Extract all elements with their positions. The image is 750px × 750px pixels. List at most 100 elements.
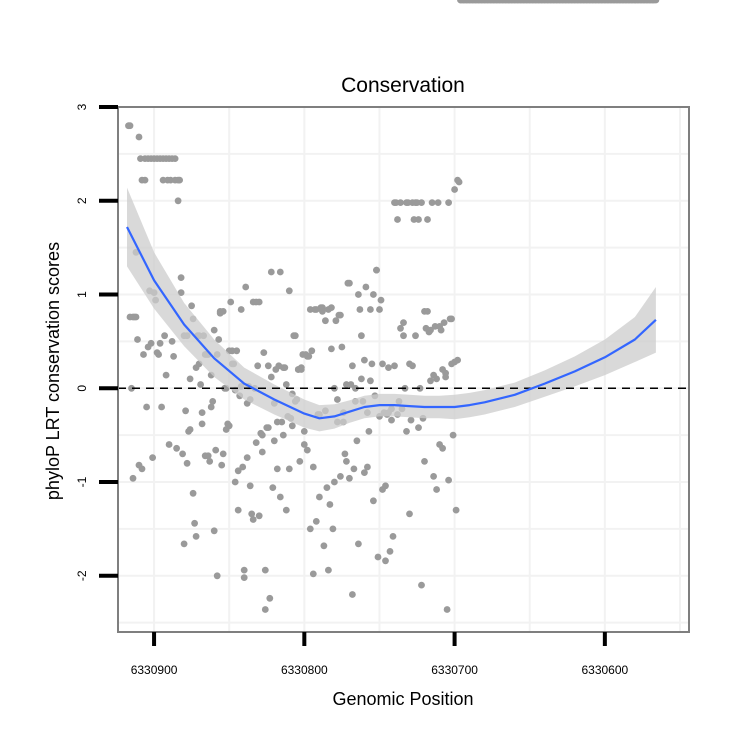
data-point bbox=[237, 306, 245, 313]
data-point bbox=[361, 356, 368, 364]
data-point bbox=[173, 444, 181, 452]
data-point bbox=[282, 506, 290, 514]
data-point bbox=[212, 446, 220, 454]
data-point bbox=[362, 283, 370, 291]
data-point bbox=[267, 268, 275, 276]
data-point bbox=[254, 362, 262, 370]
data-point bbox=[332, 317, 340, 325]
data-point bbox=[215, 336, 223, 343]
data-point bbox=[355, 540, 362, 548]
data-point bbox=[407, 416, 415, 424]
data-point bbox=[382, 557, 389, 565]
data-point bbox=[279, 431, 287, 439]
data-point bbox=[397, 199, 404, 207]
data-point bbox=[373, 266, 380, 274]
data-point bbox=[138, 465, 146, 473]
data-point bbox=[156, 339, 164, 347]
data-point bbox=[233, 347, 241, 355]
data-point bbox=[143, 403, 151, 411]
data-point bbox=[433, 486, 440, 493]
plot-panel: 6330900 6330800 6330700 6330600 -2 -1 0 1 2 3 bbox=[75, 0, 690, 677]
data-point bbox=[449, 431, 457, 439]
data-point bbox=[165, 441, 173, 448]
data-point bbox=[437, 326, 445, 334]
data-point bbox=[319, 308, 326, 315]
data-point bbox=[424, 308, 431, 315]
data-point bbox=[191, 519, 199, 527]
data-point bbox=[337, 473, 344, 480]
data-point bbox=[162, 371, 170, 379]
data-point bbox=[177, 289, 185, 296]
data-point bbox=[176, 176, 184, 184]
data-point bbox=[239, 463, 247, 471]
data-point bbox=[382, 482, 389, 490]
data-point bbox=[418, 199, 425, 207]
data-point bbox=[347, 381, 355, 388]
data-point bbox=[180, 540, 188, 548]
data-point bbox=[267, 373, 275, 381]
data-point bbox=[168, 338, 176, 345]
data-point bbox=[234, 467, 242, 475]
data-point bbox=[386, 548, 394, 555]
data-point bbox=[428, 199, 436, 207]
data-point bbox=[370, 497, 377, 505]
data-point bbox=[379, 360, 386, 368]
data-point bbox=[255, 298, 263, 306]
data-point bbox=[246, 482, 254, 490]
data-point bbox=[352, 384, 359, 392]
data-point bbox=[219, 450, 227, 458]
x-tick-label: 6330700 bbox=[431, 663, 478, 677]
data-point bbox=[155, 351, 163, 358]
data-point bbox=[128, 384, 135, 392]
data-point bbox=[198, 420, 206, 428]
data-point bbox=[210, 527, 218, 535]
data-point bbox=[427, 377, 434, 385]
data-point bbox=[188, 302, 196, 310]
data-point bbox=[455, 178, 463, 186]
data-point bbox=[132, 313, 140, 321]
data-point bbox=[177, 274, 185, 281]
data-point bbox=[182, 407, 190, 415]
data-point bbox=[170, 353, 178, 360]
data-point bbox=[433, 375, 440, 383]
data-point bbox=[255, 512, 263, 520]
data-point bbox=[329, 525, 337, 533]
data-point bbox=[421, 458, 428, 465]
data-point bbox=[328, 304, 335, 311]
data-point bbox=[281, 364, 289, 371]
data-point bbox=[442, 369, 449, 377]
data-point bbox=[273, 465, 281, 473]
data-point bbox=[225, 422, 233, 430]
data-point bbox=[316, 493, 323, 501]
data-point bbox=[161, 332, 169, 340]
data-point bbox=[412, 332, 419, 340]
data-point bbox=[443, 606, 451, 613]
data-point bbox=[365, 428, 373, 435]
data-point bbox=[276, 493, 284, 501]
data-point bbox=[439, 444, 446, 452]
data-point bbox=[415, 424, 422, 431]
data-point bbox=[258, 448, 266, 456]
data-point bbox=[252, 439, 260, 446]
data-point bbox=[260, 349, 268, 356]
data-point bbox=[451, 186, 458, 193]
data-point bbox=[397, 324, 404, 332]
data-point bbox=[350, 465, 358, 473]
data-point bbox=[206, 458, 214, 465]
data-point bbox=[227, 298, 235, 306]
data-point bbox=[400, 319, 407, 326]
data-point bbox=[186, 375, 194, 383]
data-point bbox=[231, 478, 239, 486]
data-point bbox=[358, 332, 365, 340]
data-point bbox=[356, 306, 364, 313]
data-point bbox=[183, 459, 191, 467]
data-point bbox=[403, 428, 410, 435]
data-point bbox=[374, 553, 382, 561]
data-point bbox=[261, 566, 269, 574]
data-point bbox=[174, 197, 182, 205]
data-point bbox=[213, 572, 221, 580]
data-point bbox=[368, 360, 376, 368]
data-point bbox=[248, 510, 256, 518]
data-point bbox=[418, 581, 425, 589]
data-point bbox=[346, 279, 353, 287]
